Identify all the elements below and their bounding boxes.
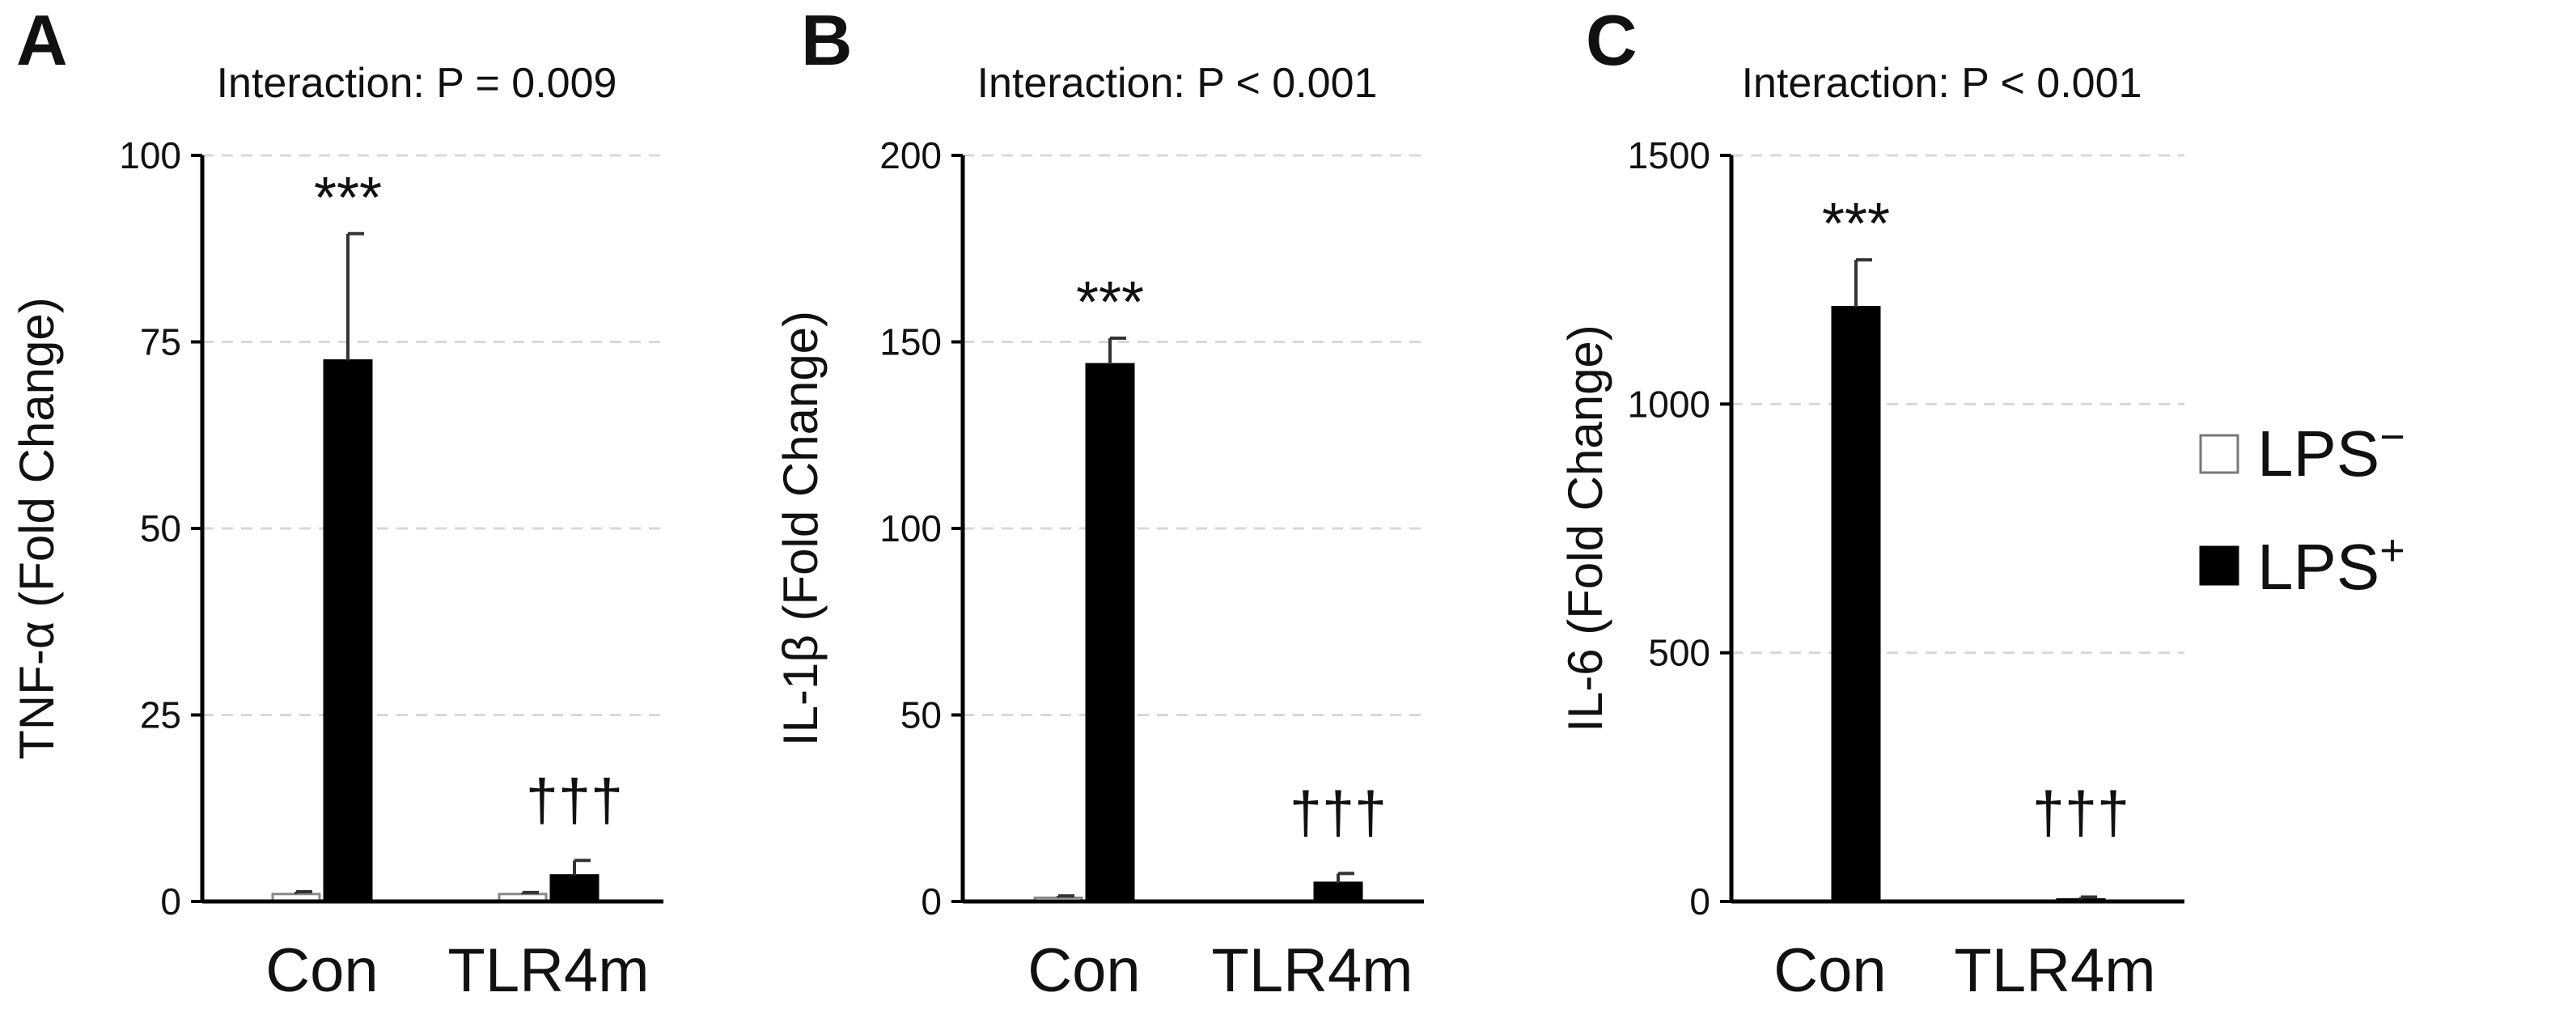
- x-tick-label-a-con: Con: [265, 936, 378, 1005]
- legend-label-lps-neg-name: LPS: [2257, 418, 2379, 490]
- legend: LPS− LPS+: [2199, 413, 2405, 603]
- bar-b-con-lps-pos: [1085, 363, 1135, 903]
- x-tick-label-a-tlr4m: TLR4m: [447, 936, 649, 1005]
- chart-panel-b: B Interaction: P < 0.001 0 50 100 150 200 IL-1β…: [773, 0, 1424, 1005]
- legend-swatch-lps-pos: [2199, 545, 2239, 586]
- legend-label-lps-neg: LPS−: [2257, 413, 2405, 490]
- y-axis-label-a: TNF-α (Fold Change): [10, 297, 64, 760]
- legend-label-lps-pos: LPS+: [2257, 526, 2405, 603]
- chart-panel-a: A Interaction: P = 0.009 0 25 50 75 100 TNF-α (…: [10, 0, 663, 1005]
- x-tick-label-b-tlr4m: TLR4m: [1211, 936, 1413, 1005]
- significance-label-a-0: ***: [314, 166, 382, 231]
- bar-b-tlr4m-lps-pos: [1313, 881, 1363, 903]
- y-tick-label-b-3: 150: [879, 321, 942, 363]
- legend-swatch-lps-neg: [2199, 434, 2239, 474]
- panel-label-b: B: [801, 0, 853, 80]
- y-tick-label-b-1: 50: [900, 694, 942, 736]
- y-axis-label-b: IL-1β (Fold Change): [773, 311, 828, 746]
- panel-label-a: A: [16, 0, 68, 80]
- bar-a-con-lps-pos: [323, 359, 373, 903]
- y-tick-label-c-1: 500: [1648, 632, 1710, 674]
- significance-label-b-1: †††: [1290, 781, 1387, 846]
- y-tick-label-b-4: 200: [879, 134, 942, 176]
- panel-title-b: Interaction: P < 0.001: [977, 60, 1378, 107]
- y-tick-label-a-1: 25: [140, 694, 181, 736]
- x-tick-label-c-tlr4m: TLR4m: [1954, 936, 2155, 1005]
- bar-a-tlr4m-lps-pos: [549, 874, 600, 903]
- panel-label-c: C: [1586, 0, 1638, 80]
- significance-label-c-1: †††: [2032, 781, 2129, 846]
- y-axis-label-c: IL-6 (Fold Change): [1558, 324, 1612, 732]
- panel-title-c: Interaction: P < 0.001: [1742, 60, 2142, 107]
- y-tick-label-a-4: 100: [119, 134, 181, 176]
- chart-panel-c: C Interaction: P < 0.001 0 500 1000 1500 IL-6 …: [1558, 0, 2184, 1005]
- legend-label-lps-pos-name: LPS: [2257, 531, 2379, 603]
- y-tick-label-b-0: 0: [921, 880, 942, 923]
- significance-label-a-1: †††: [526, 768, 623, 833]
- x-tick-label-c-con: Con: [1773, 936, 1886, 1005]
- y-tick-label-b-2: 100: [879, 507, 942, 549]
- legend-label-lps-pos-sup: +: [2379, 526, 2405, 575]
- y-tick-label-a-0: 0: [160, 880, 181, 923]
- legend-label-lps-neg-sup: −: [2379, 413, 2405, 461]
- y-tick-label-a-2: 50: [140, 507, 181, 549]
- y-tick-label-c-0: 0: [1689, 880, 1710, 923]
- y-tick-label-c-3: 1500: [1628, 134, 1710, 176]
- significance-label-b-0: ***: [1076, 270, 1144, 335]
- y-tick-label-a-3: 75: [140, 321, 181, 363]
- significance-label-c-0: ***: [1822, 192, 1890, 257]
- y-tick-label-c-2: 1000: [1628, 383, 1710, 425]
- panel-title-a: Interaction: P = 0.009: [217, 60, 617, 107]
- x-tick-label-b-con: Con: [1027, 936, 1140, 1005]
- bar-c-con-lps-pos: [1831, 305, 1881, 903]
